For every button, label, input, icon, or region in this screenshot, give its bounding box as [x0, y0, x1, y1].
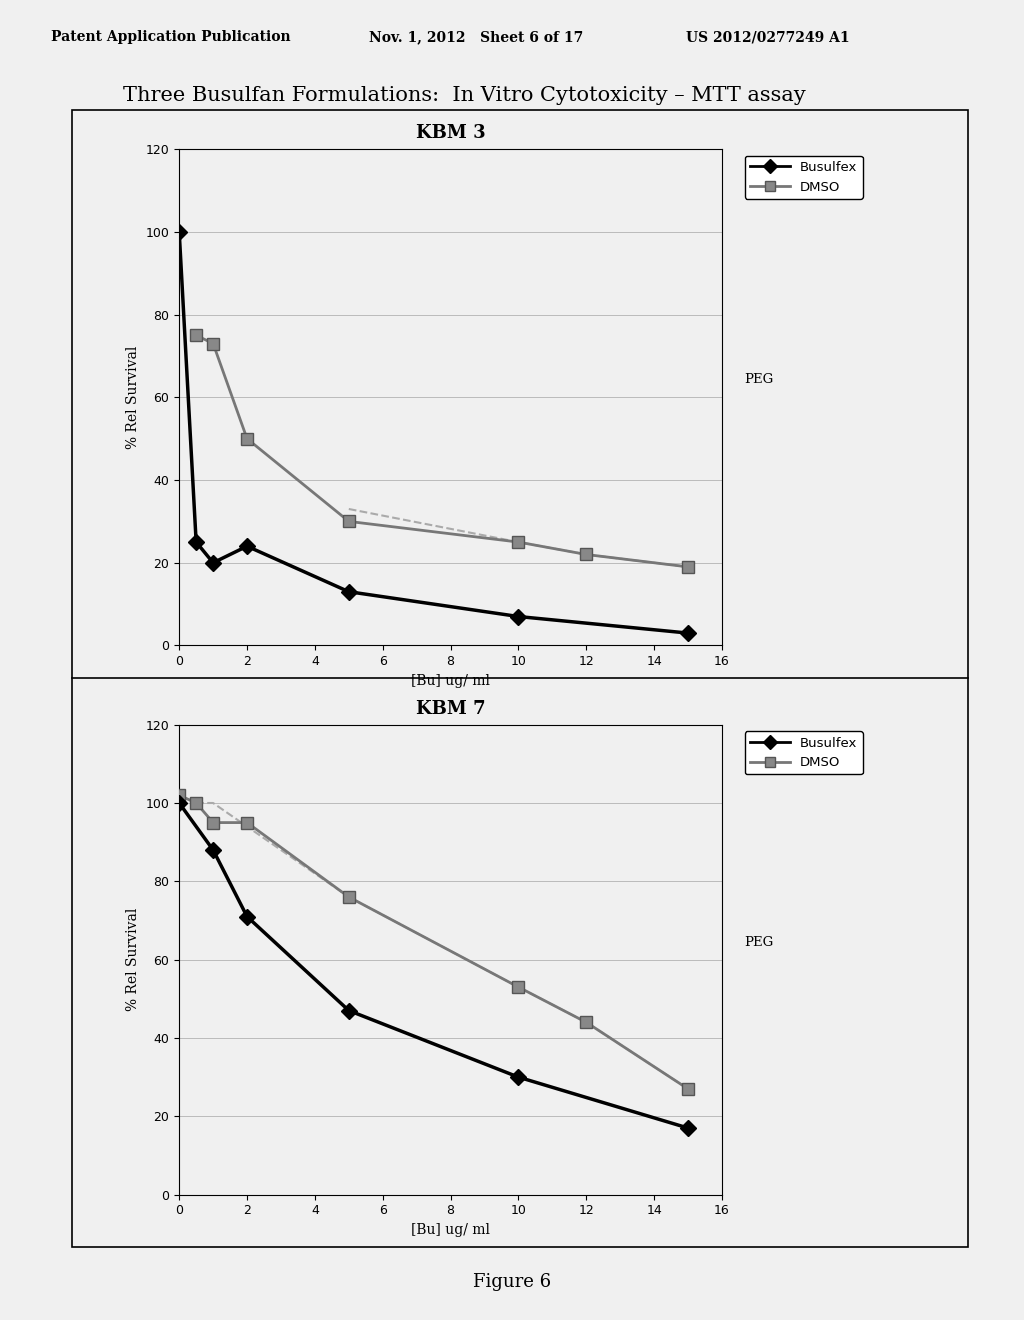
Legend: Busulfex, DMSO: Busulfex, DMSO	[744, 156, 863, 199]
X-axis label: [Bu] ug/ ml: [Bu] ug/ ml	[411, 1222, 490, 1237]
Legend: Busulfex, DMSO: Busulfex, DMSO	[744, 731, 863, 775]
Text: Nov. 1, 2012   Sheet 6 of 17: Nov. 1, 2012 Sheet 6 of 17	[369, 30, 583, 45]
Text: Three Busulfan Formulations:  In Vitro Cytotoxicity – MTT assay: Three Busulfan Formulations: In Vitro Cy…	[123, 86, 806, 104]
Title: KBM 7: KBM 7	[416, 700, 485, 718]
Text: Patent Application Publication: Patent Application Publication	[51, 30, 291, 45]
X-axis label: [Bu] ug/ ml: [Bu] ug/ ml	[411, 673, 490, 688]
Title: KBM 3: KBM 3	[416, 124, 485, 143]
Text: US 2012/0277249 A1: US 2012/0277249 A1	[686, 30, 850, 45]
Text: PEG: PEG	[743, 372, 773, 385]
Y-axis label: % Rel Survival: % Rel Survival	[126, 346, 140, 449]
Text: Figure 6: Figure 6	[473, 1272, 551, 1291]
Text: PEG: PEG	[743, 936, 773, 949]
Y-axis label: % Rel Survival: % Rel Survival	[126, 908, 140, 1011]
